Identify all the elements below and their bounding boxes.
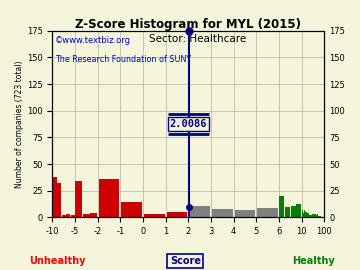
Bar: [121, 202, 142, 217]
Text: Sector: Healthcare: Sector: Healthcare: [149, 34, 247, 44]
Bar: [99, 179, 120, 217]
Bar: [189, 206, 210, 217]
Bar: [57, 183, 61, 217]
Bar: [285, 207, 290, 217]
Title: Z-Score Histogram for MYL (2015): Z-Score Histogram for MYL (2015): [75, 18, 301, 31]
Bar: [144, 214, 165, 217]
Text: Score: Score: [170, 256, 201, 266]
Bar: [291, 206, 296, 217]
Text: ©www.textbiz.org: ©www.textbiz.org: [55, 36, 131, 45]
Bar: [62, 215, 66, 217]
Bar: [90, 213, 98, 217]
Bar: [75, 181, 82, 217]
Bar: [53, 177, 57, 217]
Text: The Research Foundation of SUNY: The Research Foundation of SUNY: [55, 55, 191, 64]
Text: 2.0086: 2.0086: [170, 119, 207, 129]
Text: Unhealthy: Unhealthy: [30, 256, 86, 266]
Bar: [279, 196, 284, 217]
Bar: [235, 210, 255, 217]
Bar: [71, 215, 75, 217]
Bar: [167, 212, 188, 217]
Y-axis label: Number of companies (723 total): Number of companies (723 total): [15, 60, 24, 188]
Bar: [212, 209, 233, 217]
Bar: [83, 214, 90, 217]
Bar: [296, 204, 301, 217]
Bar: [66, 214, 70, 217]
Text: Healthy: Healthy: [292, 256, 334, 266]
Bar: [257, 208, 278, 217]
